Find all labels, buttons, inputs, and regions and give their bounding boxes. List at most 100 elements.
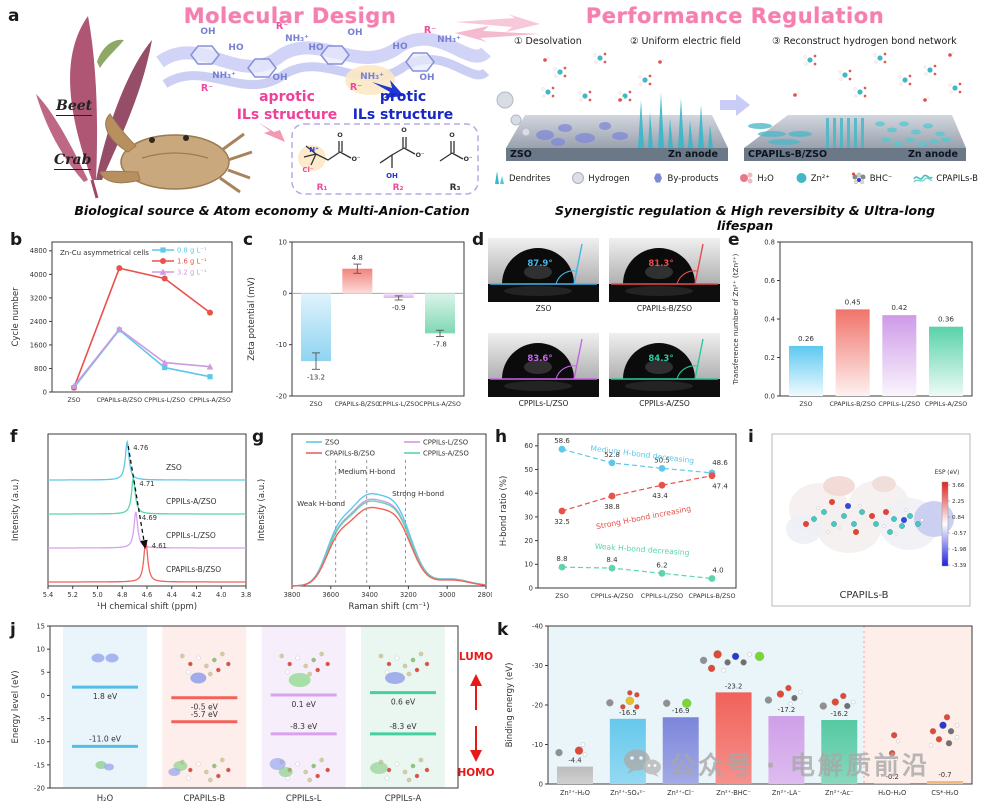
svg-shape — [796, 173, 807, 183]
circle-shape — [860, 174, 866, 180]
carbon-atom — [915, 521, 921, 527]
y-tick-label: 0.0 — [764, 392, 775, 400]
molecule-atom — [740, 659, 747, 666]
circle-shape — [859, 180, 864, 184]
nitrogen-atom — [845, 503, 851, 509]
marker-circle — [116, 265, 123, 272]
point-value-label: 50.5 — [654, 456, 670, 464]
polygon-shape — [658, 92, 664, 148]
y-tick-label: 0 — [283, 290, 287, 298]
bar-value-label: 0.42 — [891, 303, 907, 312]
circle-shape — [183, 135, 189, 141]
orbital-lobe — [104, 763, 114, 771]
path-shape — [36, 94, 88, 182]
esp-colorbar — [941, 481, 949, 567]
orbital-lobe — [91, 653, 105, 663]
y-axis-label: Zeta potential (mV) — [247, 277, 257, 361]
circle-shape — [149, 137, 155, 143]
x-tick-label: ZSO — [555, 592, 568, 600]
molecule-atom — [851, 699, 856, 705]
bhc-anion-icon — [851, 170, 867, 188]
x-tick-label: 2800 — [478, 591, 492, 599]
oxygen-atom — [883, 509, 889, 515]
oxygen-atom — [829, 499, 835, 505]
nitrogen-atom — [901, 517, 907, 523]
esp-map: ESP (eV) 3.66 2.25 0.84 -0.57 -1.98 -3.39 CPAPI… — [771, 433, 971, 607]
circle-shape — [924, 72, 928, 76]
y-tick-label: 10 — [524, 561, 533, 569]
molecule-atom — [325, 661, 330, 667]
bar — [662, 717, 699, 784]
carbon-atom — [859, 509, 865, 515]
molecule-atom — [788, 701, 793, 707]
x-tick-label: CPPILs-A/ZSO — [925, 401, 968, 408]
oxygen-atom — [853, 529, 859, 535]
y-tick-label: 0 — [43, 388, 47, 396]
polygon-shape — [698, 105, 704, 148]
x-tick-label: CPAPILs-B — [183, 794, 225, 804]
legend-label: CPPILs-L/ZSO — [423, 438, 468, 446]
ellipse-shape — [625, 381, 693, 391]
x-tick-label: CPAPILs-B/ZSO — [335, 401, 381, 408]
anion-structures-box — [291, 123, 479, 195]
hydrogen-icon — [571, 170, 585, 188]
esp-scale-tick: -1.98 — [952, 547, 967, 553]
circle-shape — [877, 55, 883, 61]
molecule-atom — [386, 661, 392, 667]
carbon-atom — [811, 516, 817, 522]
trend-line — [561, 475, 713, 512]
marker-square — [162, 364, 168, 371]
chart-hbond-ratio: 0 10 20 30 40 50 60 H-bond ratio (%) ZSO CPPILs-A… — [499, 433, 737, 600]
homo-value-label: -8.3 eV — [290, 722, 318, 731]
bar — [927, 781, 963, 784]
orbital-lobe — [288, 673, 311, 687]
circle-shape — [628, 98, 632, 102]
contact-angle-image: 83.6° — [488, 333, 599, 397]
circle-shape — [588, 98, 592, 102]
polygon-shape — [653, 173, 662, 183]
water-region-tint — [864, 626, 972, 784]
molecule-atom — [707, 664, 716, 673]
circle-shape — [796, 173, 807, 183]
ellipse-shape — [875, 121, 885, 127]
x-tick-label: Zn²⁺-Cl⁻ — [667, 789, 695, 797]
panel-a-legend: Dendrites Hydrogen By-products H₂O Zn²⁺ BHC⁻ C… — [492, 170, 978, 188]
ellipse-shape — [645, 265, 673, 279]
circle-shape — [899, 82, 903, 86]
molecule-atom — [394, 655, 400, 661]
circle-shape — [863, 94, 867, 98]
x-tick-label: 4.0 — [216, 591, 227, 599]
peak-ppm-label: 4.71 — [139, 480, 154, 488]
nmr-trace — [48, 477, 246, 515]
circle-shape — [874, 60, 878, 64]
circle-shape — [948, 53, 952, 57]
svg-shape — [495, 171, 504, 184]
path-shape — [405, 52, 435, 72]
molecule-box-label-o: O — [449, 131, 455, 139]
circle-shape — [582, 93, 588, 99]
panel-letter-c: c — [243, 230, 254, 250]
process-step-3: ③ Reconstruct hydrogen bond network — [772, 36, 957, 47]
slab-zn-anode-label-left: Zn anode — [668, 149, 718, 160]
x-tick-label: Zn²⁺-BHC⁻ — [716, 789, 751, 797]
esp-scale-tick: 0.84 — [952, 515, 965, 521]
polygon-shape — [638, 100, 644, 148]
contact-angle-sample-label: ZSO — [535, 304, 552, 313]
molecule-box-label-o: O — [401, 126, 407, 134]
y-tick-label: 10 — [36, 646, 45, 654]
polygon-shape — [688, 120, 693, 148]
circle-shape — [853, 87, 857, 91]
contact-angle-sample-label: CPPILs-A/ZSO — [639, 399, 690, 408]
molecule-atom — [890, 732, 898, 739]
y-tick-label: 0 — [529, 584, 533, 592]
ellipse-shape — [941, 137, 951, 143]
esp-surface-blob — [823, 476, 855, 496]
circle-shape — [842, 72, 848, 78]
chain-label-r_minus: R⁻ — [276, 21, 288, 32]
x-tick-label: CPPILs-L/ZSO — [878, 401, 920, 408]
y-tick-label: 4000 — [30, 271, 47, 279]
ellipse-shape — [120, 134, 230, 190]
molecule-box-label-o_minus: O⁻ — [352, 155, 361, 163]
svg-shape — [913, 174, 933, 183]
circle-shape — [851, 172, 855, 176]
